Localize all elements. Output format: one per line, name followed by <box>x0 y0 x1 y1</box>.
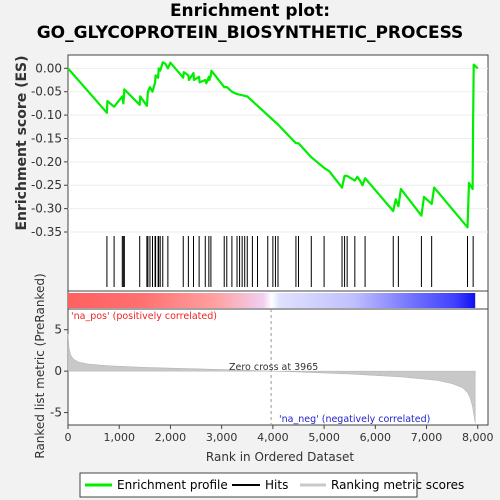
x-tick-label: 7,000 <box>411 431 443 444</box>
x-tick-label: 1,000 <box>103 431 135 444</box>
es-tick-label: -0.35 <box>31 225 62 239</box>
pos-label: 'na_pos' (positively correlated) <box>71 311 217 322</box>
es-tick-label: -0.30 <box>31 202 62 216</box>
metric-tick-label: 0 <box>54 364 62 378</box>
title-line-1: Enrichment plot: <box>169 1 331 21</box>
es-panel <box>67 54 489 233</box>
metric-tick-label: -5 <box>50 406 62 420</box>
neg-label: 'na_neg' (negatively correlated) <box>279 414 430 425</box>
x-tick-label: 5,000 <box>308 431 340 444</box>
title-line-2: GO_GLYCOPROTEIN_BIOSYNTHETIC_PROCESS <box>36 23 464 43</box>
x-tick-label: 4,000 <box>257 431 289 444</box>
legend-hits-label: Hits <box>265 478 288 492</box>
x-tick-label: 6,000 <box>360 431 392 444</box>
es-tick-label: -0.20 <box>31 155 62 169</box>
es-tick-label: -0.10 <box>31 108 62 122</box>
heatmap-bar <box>68 293 476 308</box>
x-tick-label: 0 <box>65 431 72 444</box>
es-ylabel: Enrichment score (ES) <box>14 55 30 230</box>
chart-title: Enrichment plot: GO_GLYCOPROTEIN_BIOSYNT… <box>0 0 500 44</box>
legend: Enrichment profile Hits Ranking metric s… <box>79 472 464 498</box>
x-axis-label: Rank in Ordered Dataset <box>206 450 354 464</box>
metric-y-axis: 5 0 -5 <box>50 323 68 420</box>
x-axis: 0 1,000 2,000 3,000 4,000 5,000 6,000 7,000 8,00… <box>65 425 494 444</box>
heatmap-gradient <box>68 293 476 308</box>
metric-area <box>67 309 476 425</box>
metric-tick-label: 5 <box>54 323 62 337</box>
legend-metric-label: Ranking metric scores <box>331 478 464 492</box>
zero-cross-label: Zero cross at 3965 <box>229 362 318 373</box>
es-line <box>67 61 479 229</box>
metric-fill <box>67 333 476 424</box>
es-tick-label: -0.25 <box>31 178 62 192</box>
es-tick-label: -0.05 <box>31 85 62 99</box>
es-line-group <box>67 61 479 229</box>
x-tick-label: 3,000 <box>206 431 238 444</box>
es-y-axis: 0.00 -0.05 -0.10 -0.15 -0.20 -0.25 -0.30 -0.35 <box>31 61 488 239</box>
hit-marks <box>106 236 474 287</box>
x-tick-label: 8,000 <box>462 431 494 444</box>
es-tick-label: 0.00 <box>35 61 62 75</box>
legend-profile-label: Enrichment profile <box>117 478 228 492</box>
es-tick-label: -0.15 <box>31 131 62 145</box>
x-tick-label: 2,000 <box>155 431 187 444</box>
metric-ylabel: Ranked list metric (PreRanked) <box>33 273 47 458</box>
